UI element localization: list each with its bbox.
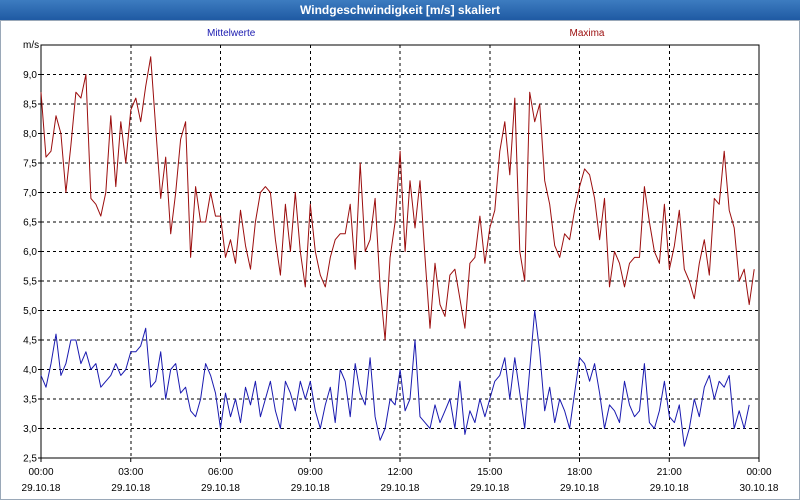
y-tick-label: 4,5 bbox=[23, 336, 37, 347]
x-tick-time-label: 09:00 bbox=[298, 467, 323, 478]
y-tick-label: 7,0 bbox=[23, 188, 37, 199]
series-line-mittelwerte bbox=[40, 310, 750, 447]
y-tick-label: 6,0 bbox=[23, 247, 37, 258]
y-axis-unit-label: m/s bbox=[23, 40, 39, 51]
y-tick-label: 3,5 bbox=[23, 395, 37, 406]
y-tick-label: 2,5 bbox=[23, 454, 37, 465]
y-tick-label: 5,5 bbox=[23, 277, 37, 288]
x-tick-date-label: 29.10.18 bbox=[22, 483, 61, 494]
x-tick-time-label: 00:00 bbox=[746, 467, 771, 478]
window-title: Windgeschwindigkeit [m/s] skaliert bbox=[0, 0, 800, 20]
x-tick-date-label: 29.10.18 bbox=[201, 483, 240, 494]
x-tick-time-label: 00:00 bbox=[28, 467, 53, 478]
x-tick-date-label: 29.10.18 bbox=[650, 483, 689, 494]
legend-mittelwerte: Mittelwerte bbox=[207, 28, 256, 39]
y-tick-label: 7,5 bbox=[23, 159, 37, 170]
y-tick-label: 6,5 bbox=[23, 218, 37, 229]
x-tick-date-label: 29.10.18 bbox=[291, 483, 330, 494]
x-tick-time-label: 18:00 bbox=[567, 467, 592, 478]
y-tick-label: 8,5 bbox=[23, 100, 37, 111]
y-tick-label: 3,0 bbox=[23, 424, 37, 435]
x-tick-date-label: 30.10.18 bbox=[740, 483, 779, 494]
legend-maxima: Maxima bbox=[569, 28, 604, 39]
wind-speed-chart: 2,5 3,0 3,5 4,0 4,5 5,0 5,5 6,0 6,5 7,0 7,5 8,0 8,5 9… bbox=[22, 28, 779, 494]
x-tick-date-label: 29.10.18 bbox=[381, 483, 420, 494]
x-axis: 00:00 29.10.18 03:00 29.10.18 06:00 29.10.18 0… bbox=[22, 458, 779, 494]
x-tick-time-label: 12:00 bbox=[387, 467, 412, 478]
x-tick-time-label: 03:00 bbox=[118, 467, 143, 478]
y-tick-label: 9,0 bbox=[23, 70, 37, 81]
chart-frame: 2,5 3,0 3,5 4,0 4,5 5,0 5,5 6,0 6,5 7,0 7,5 8,0 8,5 9… bbox=[0, 20, 800, 500]
x-tick-time-label: 06:00 bbox=[208, 467, 233, 478]
x-tick-date-label: 29.10.18 bbox=[111, 483, 150, 494]
x-tick-date-label: 29.10.18 bbox=[470, 483, 509, 494]
y-tick-label: 8,0 bbox=[23, 129, 37, 140]
x-tick-date-label: 29.10.18 bbox=[560, 483, 599, 494]
series-line-maxima bbox=[40, 56, 755, 341]
y-tick-label: 5,0 bbox=[23, 306, 37, 317]
y-tick-label: 4,0 bbox=[23, 365, 37, 376]
y-axis: 2,5 3,0 3,5 4,0 4,5 5,0 5,5 6,0 6,5 7,0 7,5 8,0 8,5 9… bbox=[23, 70, 41, 465]
series-layer bbox=[40, 56, 755, 447]
x-tick-time-label: 15:00 bbox=[477, 467, 502, 478]
x-tick-time-label: 21:00 bbox=[657, 467, 682, 478]
